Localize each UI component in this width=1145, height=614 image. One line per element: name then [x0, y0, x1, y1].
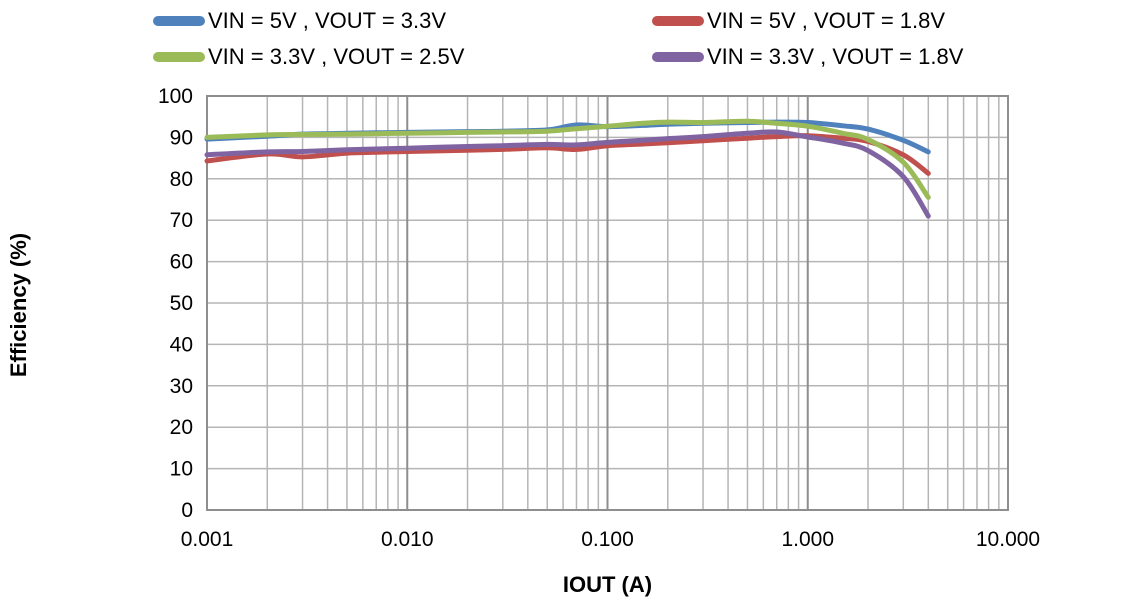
y-axis-title: Efficiency (%)	[6, 232, 31, 378]
y-tick-label: 80	[170, 168, 193, 191]
legend-item-vin5-vout1.8: VIN = 5V , VOUT = 1.8V	[652, 6, 963, 36]
legend-swatch-red	[652, 16, 704, 26]
series-line-vin3.3-vout1.8	[204, 129, 931, 219]
y-tick-label: 20	[170, 416, 193, 439]
x-tick-label: 1.000	[781, 528, 834, 551]
x-tick-label: 0.001	[181, 528, 234, 551]
legend-label: VIN = 3.3V , VOUT = 2.5V	[208, 44, 465, 69]
series-line-vin5-vout1.8	[204, 133, 931, 176]
y-tick-label: 0	[181, 499, 193, 522]
y-tick-label: 100	[158, 85, 193, 108]
y-tick-label: 30	[170, 375, 193, 398]
plot-border	[206, 95, 1009, 511]
legend-label: VIN = 5V , VOUT = 1.8V	[707, 8, 946, 33]
legend-swatch-purple	[652, 52, 704, 62]
legend-label: VIN = 5V , VOUT = 3.3V	[208, 8, 447, 33]
y-tick-label: 90	[170, 126, 193, 149]
y-tick-label: 60	[170, 251, 193, 274]
x-axis-title: IOUT (A)	[562, 572, 653, 597]
legend-item-vin5-vout3.3: VIN = 5V , VOUT = 3.3V	[153, 6, 652, 36]
legend-swatch-green	[153, 52, 205, 62]
legend-item-vin3.3-vout2.5: VIN = 3.3V , VOUT = 2.5V	[153, 42, 652, 72]
chart-legend: VIN = 5V , VOUT = 3.3V VIN = 5V , VOUT =…	[153, 6, 963, 72]
y-tick-label: 70	[170, 209, 193, 232]
series-line-vin3.3-vout2.5	[204, 118, 931, 200]
y-tick-label: 50	[170, 292, 193, 315]
legend-item-vin3.3-vout1.8: VIN = 3.3V , VOUT = 1.8V	[652, 42, 963, 72]
legend-label: VIN = 3.3V , VOUT = 1.8V	[707, 44, 964, 69]
x-tick-label: 0.100	[581, 528, 634, 551]
x-tick-label: 0.010	[381, 528, 434, 551]
x-tick-label: 10.000	[976, 528, 1040, 551]
y-tick-label: 40	[170, 333, 193, 356]
legend-swatch-blue	[153, 16, 205, 26]
y-tick-label: 10	[170, 458, 193, 481]
